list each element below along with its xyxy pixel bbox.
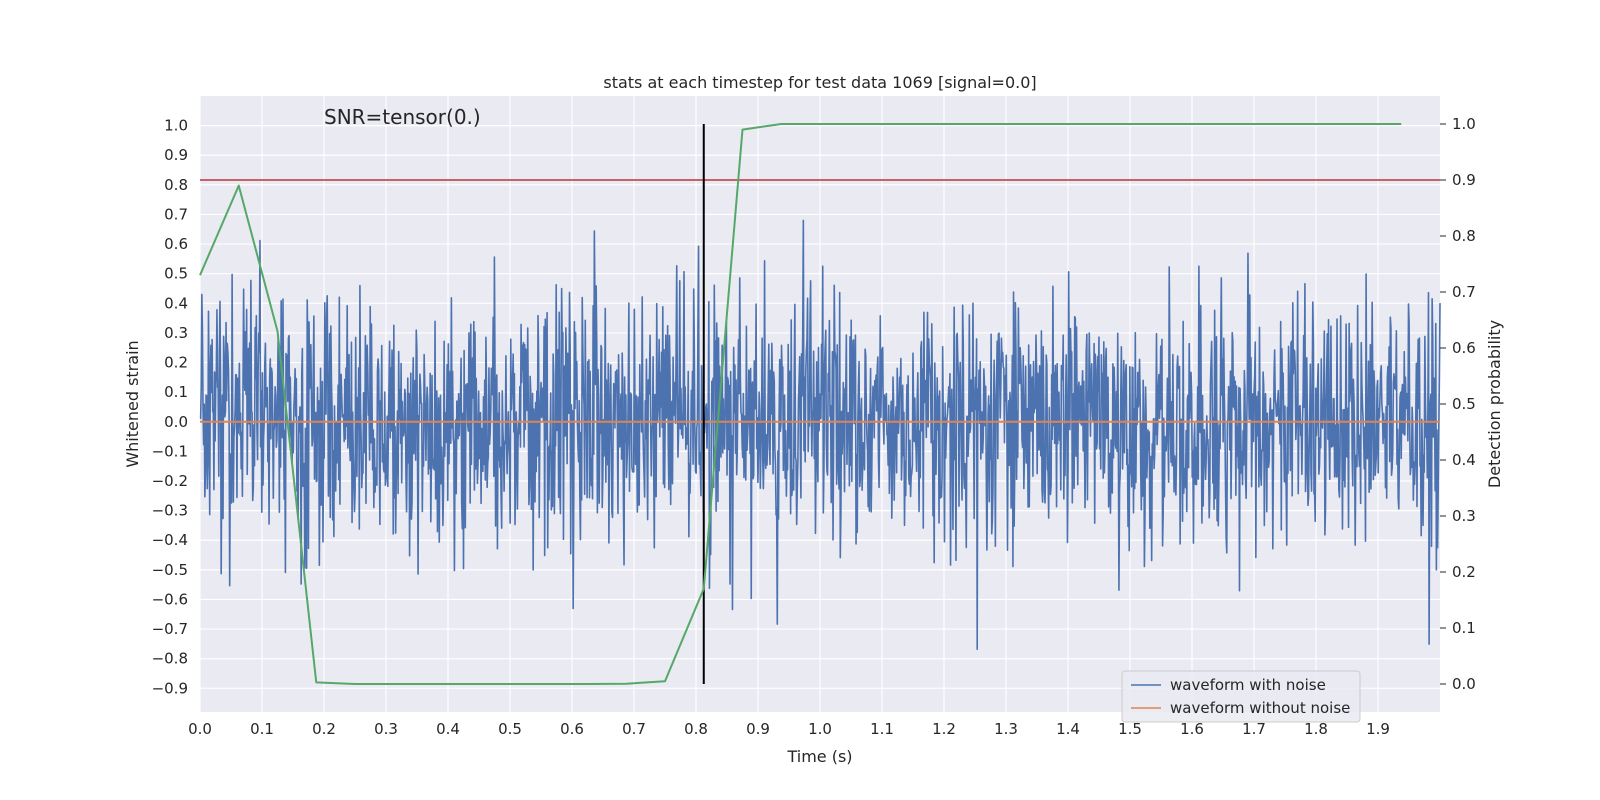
x-tick-label: 1.2 [932, 720, 956, 738]
x-tick-label: 0.3 [374, 720, 398, 738]
y-tick-label: −0.9 [152, 679, 188, 697]
y2-tick-label: 0.1 [1452, 619, 1476, 637]
y-axis-ticks: 1.0 0.9 0.8 0.7 0.6 0.5 0.4 0.3 0.2 0.1 0.0 −0.1 −0.… [152, 117, 188, 698]
x-tick-label: 1.0 [808, 720, 832, 738]
y2-tick-label: 0.9 [1452, 171, 1476, 189]
y-tick-label: 0.4 [164, 294, 188, 312]
y-tick-label: 0.9 [164, 146, 188, 164]
x-tick-label: 1.9 [1366, 720, 1390, 738]
y2-tick-label: 0.7 [1452, 283, 1476, 301]
y2-tick-label: 0.6 [1452, 339, 1476, 357]
x-tick-label: 0.6 [560, 720, 584, 738]
x-tick-label: 0.8 [684, 720, 708, 738]
y-tick-label: 0.3 [164, 324, 188, 342]
y-tick-label: −0.4 [152, 531, 188, 549]
snr-annotation: SNR=tensor(0.) [324, 105, 481, 129]
y-tick-label: 0.2 [164, 354, 188, 372]
y2-tick-label: 1.0 [1452, 115, 1476, 133]
x-tick-label: 0.4 [436, 720, 460, 738]
legend-box [1121, 670, 1361, 723]
y2-tick-label: 0.3 [1452, 507, 1476, 525]
y-tick-label: −0.8 [152, 650, 188, 668]
y-tick-label: 0.8 [164, 176, 188, 194]
y-axis-label: Whitened strain [123, 340, 142, 467]
x-tick-label: 1.7 [1242, 720, 1266, 738]
y-tick-label: −0.2 [152, 472, 188, 490]
y-tick-label: −0.1 [152, 442, 188, 460]
y2-tick-label: 0.4 [1452, 451, 1476, 469]
x-tick-label: 0.7 [622, 720, 646, 738]
x-tick-label: 0.0 [188, 720, 212, 738]
x-tick-label: 0.9 [746, 720, 770, 738]
grid [199, 96, 1440, 712]
y-tick-label: −0.3 [152, 502, 188, 520]
x-tick-label: 1.4 [1056, 720, 1080, 738]
y2-axis-label: Detection probability [1485, 320, 1504, 488]
series-waveform-with-noise [199, 219, 1441, 651]
y2-tick-label: 0.5 [1452, 395, 1476, 413]
y2-axis-ticks: 1.0 0.9 0.8 0.7 0.6 0.5 0.4 0.3 0.2 0.1 0.0 [1440, 115, 1476, 693]
legend: waveform with noise waveform without noi… [1121, 670, 1361, 723]
x-tick-label: 0.2 [312, 720, 336, 738]
chart-title: stats at each timestep for test data 106… [603, 73, 1036, 92]
y-tick-label: −0.6 [152, 590, 188, 608]
x-tick-label: 0.5 [498, 720, 522, 738]
legend-label-noisy: waveform with noise [1170, 676, 1326, 694]
x-axis-label: Time (s) [786, 747, 852, 766]
y-tick-label: 0.1 [164, 383, 188, 401]
x-tick-label: 1.8 [1304, 720, 1328, 738]
y-tick-label: −0.5 [152, 561, 188, 579]
y-tick-label: 0.6 [164, 235, 188, 253]
y-tick-label: 0.5 [164, 265, 188, 283]
y2-tick-label: 0.0 [1452, 675, 1476, 693]
series-detection-probability [199, 123, 1402, 685]
y-tick-label: 0.0 [164, 413, 188, 431]
series-layer [199, 123, 1441, 685]
y-tick-label: −0.7 [152, 620, 188, 638]
x-tick-label: 1.6 [1180, 720, 1204, 738]
x-tick-label: 0.1 [250, 720, 274, 738]
x-tick-label: 1.5 [1118, 720, 1142, 738]
y-tick-label: 0.7 [164, 205, 188, 223]
y2-tick-label: 0.8 [1452, 227, 1476, 245]
x-tick-label: 1.1 [870, 720, 894, 738]
y2-tick-label: 0.2 [1452, 563, 1476, 581]
y-tick-label: 1.0 [164, 117, 188, 135]
x-axis-ticks: 0.0 0.1 0.2 0.3 0.4 0.5 0.6 0.7 0.8 0.9 1.0 1.1 1.2 1… [188, 720, 1390, 738]
legend-label-clean: waveform without noise [1170, 699, 1350, 717]
x-tick-label: 1.3 [994, 720, 1018, 738]
